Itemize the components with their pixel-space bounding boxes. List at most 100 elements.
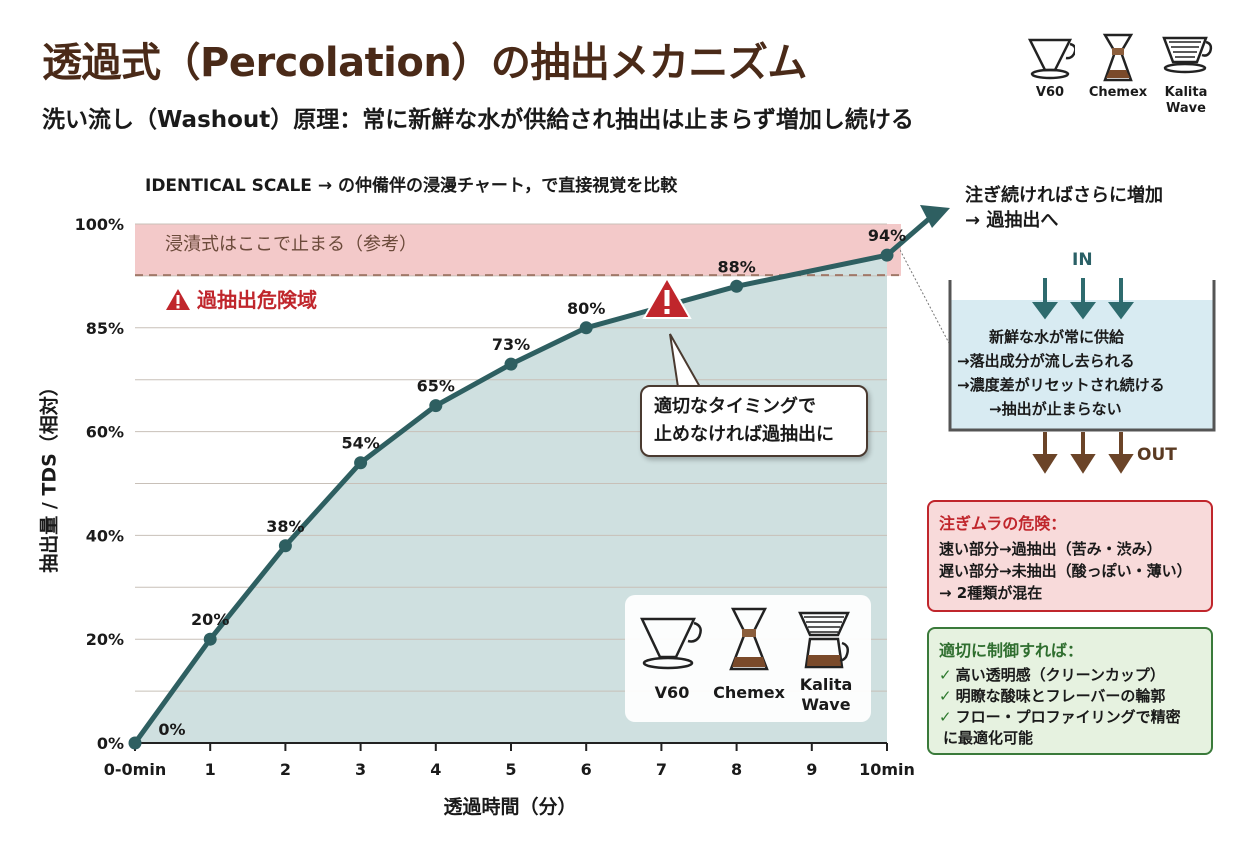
kalita-brewer: Kalita Wave <box>1151 30 1221 117</box>
benefit-text: 明瞭な酸味とフレーバーの輪郭 <box>955 687 1166 705</box>
x-tick-label: 1 <box>205 760 216 779</box>
page-subtitle: 洗い流し（Washout）原理：常に新鮮な水が供給され抽出は止まらず増加し続ける <box>42 107 914 133</box>
data-point <box>504 357 518 371</box>
legend-kalita-label: Kalita Wave <box>799 675 853 714</box>
data-label: 94% <box>868 226 906 245</box>
out-arrows <box>1032 432 1134 474</box>
x-tick-label: 9 <box>806 760 817 779</box>
data-point <box>880 248 894 262</box>
data-point <box>730 279 744 293</box>
proper-control-benefits-box: 適切に制御すれば： ✓ 高い透明感（クリーンカップ） ✓ 明瞭な酸味とフレーバーの輪… <box>927 627 1213 755</box>
x-tick-label: 3 <box>355 760 366 779</box>
callout-pointer <box>669 333 702 388</box>
check-icon: ✓ <box>939 687 952 705</box>
over-extraction-zone-label: 過抽出危険域 <box>165 284 317 313</box>
legend-chemex: Chemex <box>708 605 790 703</box>
flow-explanation: 新鮮な水が常に供給 →落出成分が流し去られる →濃度差がリセットされ続ける →抽… <box>957 325 1165 421</box>
extension-arrow-line <box>885 216 932 258</box>
flow-line-3: →濃度差がリセットされ続ける <box>957 376 1165 394</box>
flow-out-label: OUT <box>1137 445 1177 465</box>
x-tick-label: 10min <box>859 760 915 779</box>
y-axis-label: 抽出量 / TDS（相対） <box>38 377 61 573</box>
danger-zone-text: 過抽出危険域 <box>197 288 317 312</box>
over-extraction-band <box>135 224 901 276</box>
page-title: 透過式（Percolation）の抽出メカニズム <box>42 40 807 86</box>
chemex-icon <box>1102 33 1134 82</box>
y-tick-label: 0% <box>97 734 124 753</box>
v60-icon <box>1027 38 1075 80</box>
brewer-icons-top: V60 Chemex Kalita Wave <box>1015 30 1215 130</box>
benefit-item: ✓ 高い透明感（クリーンカップ） <box>939 665 1201 686</box>
benefit-text: 高い透明感（クリーンカップ） <box>955 666 1165 684</box>
v60-brewer: V60 <box>1015 30 1085 101</box>
data-label: 73% <box>492 335 530 354</box>
uneven-pour-warning-box: 注ぎムラの危険： 速い部分→過抽出（苦み・渋み） 遅い部分→未抽出（酸っぽい・薄… <box>927 500 1213 612</box>
kalita-wave-icon <box>798 611 850 669</box>
y-tick-label: 40% <box>86 526 124 545</box>
data-point <box>579 321 593 335</box>
callout-line-2: 止めなければ過抽出に <box>654 424 834 445</box>
benefit-continuation: に最適化可能 <box>943 729 1034 747</box>
chemex-brewer: Chemex <box>1083 30 1153 101</box>
legend-v60-label: V60 <box>654 683 690 702</box>
v60-label: V60 <box>1035 85 1065 100</box>
x-tick-label: 8 <box>731 760 742 779</box>
arrow-note-line-1: 注ぎ続ければさらに増加 <box>965 185 1163 206</box>
legend-kalita: Kalita Wave <box>785 605 867 715</box>
kalita-wave-icon <box>1161 36 1212 74</box>
data-label: 54% <box>341 434 379 453</box>
flow-line-4: →抽出が止まらない <box>989 400 1122 418</box>
data-point <box>128 736 142 750</box>
y-tick-label: 85% <box>86 319 124 338</box>
data-label: 88% <box>717 257 755 276</box>
warning-box-line: 速い部分→過抽出（苦み・渋み） <box>939 540 1162 558</box>
flow-line-2: →落出成分が流し去られる <box>957 352 1135 370</box>
brewer-legend: V60 Chemex Kalita Wave <box>625 595 871 722</box>
y-tick-label: 60% <box>86 423 124 442</box>
v60-icon <box>640 617 702 670</box>
x-tick-label: 0-0min <box>104 760 166 779</box>
check-icon: ✓ <box>939 708 952 726</box>
benefit-item: ✓ フロー・プロファイリングで精密 <box>939 707 1201 728</box>
warning-box-title: 注ぎムラの危険： <box>939 514 1067 533</box>
x-axis-label: 透過時間（分） <box>443 796 577 818</box>
callout-line-1: 適切なタイミングで <box>654 396 816 417</box>
x-tick-label: 4 <box>430 760 441 779</box>
continued-pouring-note: 注ぎ続ければさらに増加 → 過抽出へ <box>965 183 1163 233</box>
immersion-reference-label: 浸漬式はここで止まる（参考） <box>165 234 417 255</box>
timing-callout: 適切なタイミングで 止めなければ過抽出に <box>640 385 868 457</box>
data-label: 65% <box>417 377 455 396</box>
data-label: 80% <box>567 299 605 318</box>
arrow-note-line-2: → 過抽出へ <box>965 210 1059 231</box>
legend-chemex-label: Chemex <box>713 683 785 702</box>
chart-subtitle: IDENTICAL SCALE → の仲備伴の浸漫チャート，で直接視覚を比較 <box>145 176 678 196</box>
data-point <box>278 539 292 553</box>
warning-box-line: 遅い部分→未抽出（酸っぽい・薄い） <box>939 562 1192 580</box>
legend-v60: V60 <box>631 605 713 703</box>
warning-marker-icon <box>642 276 692 319</box>
x-tick-label: 6 <box>581 760 592 779</box>
data-point <box>203 632 217 646</box>
benefits-box-title: 適切に制御すれば： <box>939 641 1084 660</box>
x-tick-label: 2 <box>280 760 291 779</box>
chemex-icon <box>729 607 769 671</box>
x-tick-label: 7 <box>656 760 667 779</box>
check-icon: ✓ <box>939 666 952 684</box>
data-label: 0% <box>158 720 185 739</box>
benefit-item: ✓ 明瞭な酸味とフレーバーの輪郭 <box>939 686 1201 707</box>
y-tick-label: 100% <box>75 215 124 234</box>
in-arrows <box>1032 278 1134 320</box>
data-label: 38% <box>266 517 304 536</box>
y-tick-label: 20% <box>86 630 124 649</box>
flow-line-1: 新鮮な水が常に供給 <box>989 328 1125 346</box>
benefit-text: フロー・プロファイリングで精密 <box>955 708 1181 726</box>
data-label: 20% <box>191 610 229 629</box>
extension-arrow-head <box>920 205 950 228</box>
warning-box-line: → 2種類が混在 <box>939 584 1043 602</box>
flow-in-label: IN <box>1072 250 1093 270</box>
x-tick-label: 5 <box>505 760 516 779</box>
data-point <box>354 456 368 470</box>
chemex-label: Chemex <box>1088 85 1148 100</box>
washout-flow-diagram <box>900 249 1216 474</box>
warning-icon <box>166 289 190 310</box>
